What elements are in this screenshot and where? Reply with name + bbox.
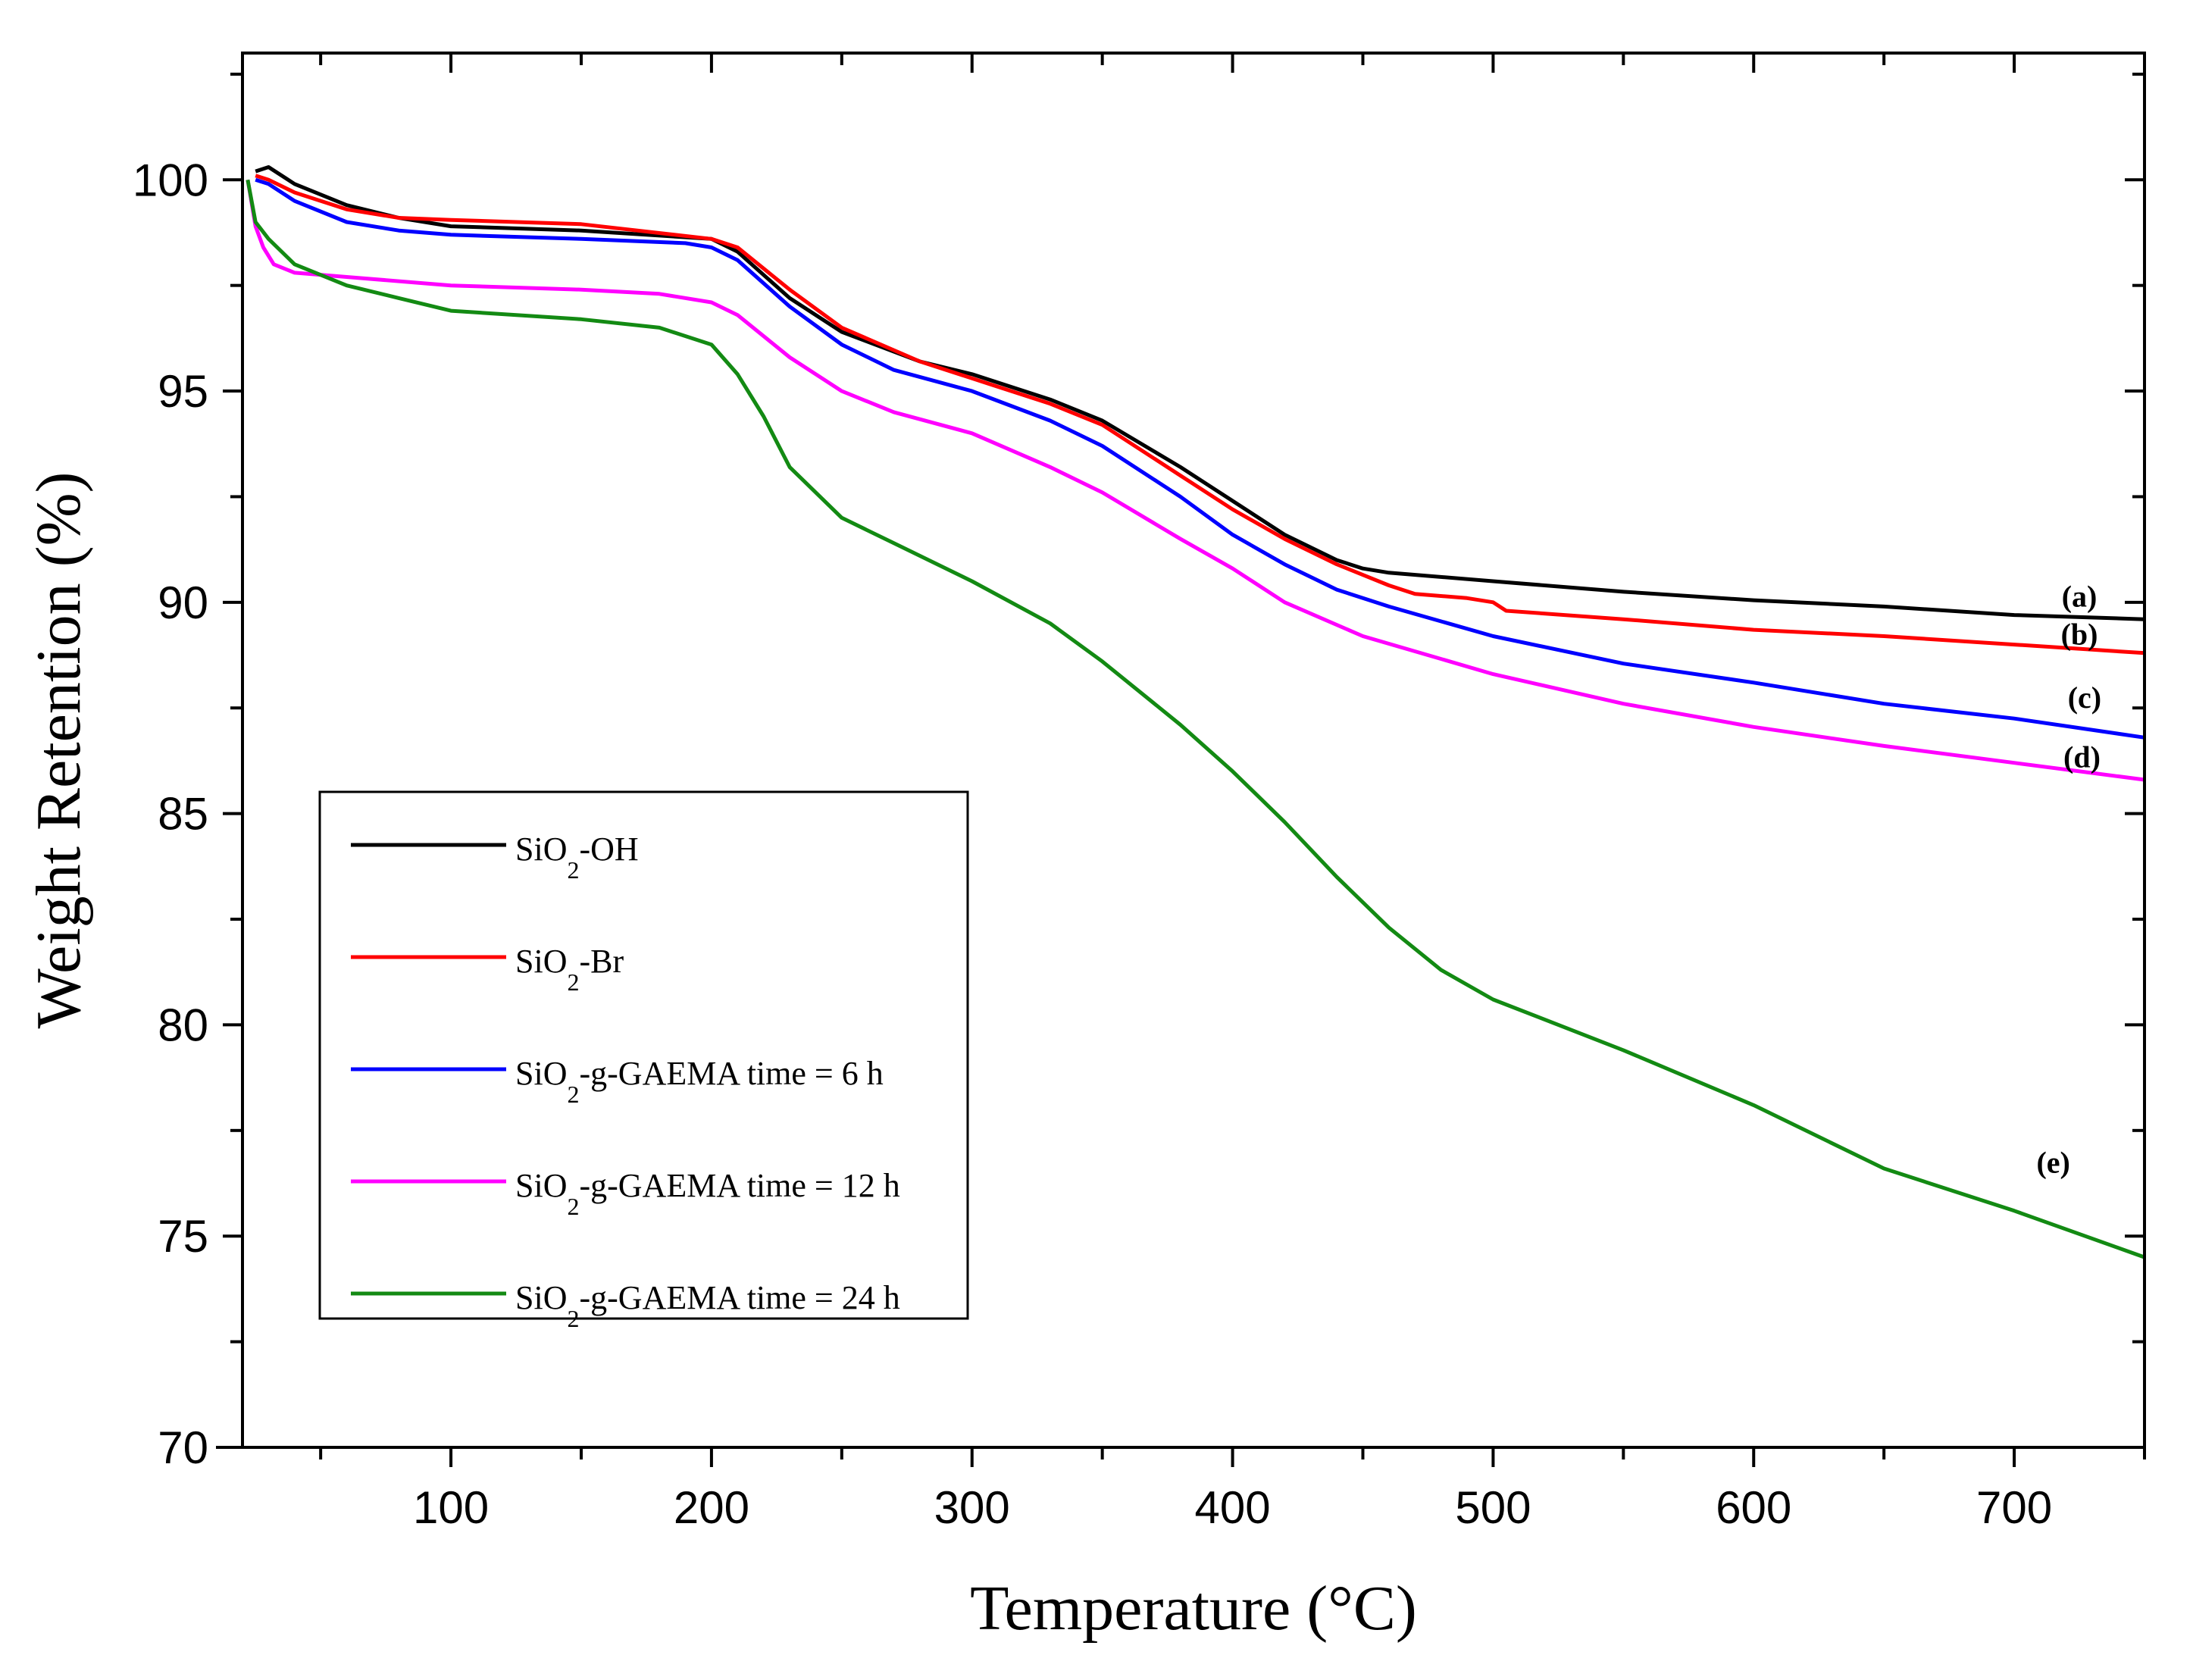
legend-entry-label: SiO2-OH [515, 831, 639, 884]
legend-entry-label: SiO2-Br [515, 943, 624, 996]
series-line-1 [255, 165, 2145, 621]
y-tick-label: 100 [133, 155, 208, 205]
legend-entry-label: SiO2-g-GAEMA time = 24 h [515, 1279, 900, 1332]
legend-entry-label: SiO2-g-GAEMA time = 12 h [515, 1167, 900, 1220]
curve-label: (c) [2068, 680, 2101, 715]
series-line-4 [246, 179, 2145, 782]
y-tick-label: 75 [158, 1211, 208, 1262]
curve-label: (e) [2036, 1146, 2069, 1180]
series-line-5 [246, 179, 2145, 1259]
legend-entry-label: SiO2-g-GAEMA time = 6 h [515, 1055, 884, 1108]
x-tick-label: 700 [1976, 1482, 2052, 1533]
x-tick-label: 300 [934, 1482, 1010, 1533]
x-tick-label: 100 [413, 1482, 489, 1533]
x-tick-label: 500 [1455, 1482, 1531, 1533]
x-axis-title: Temperature (°C) [970, 1573, 1417, 1644]
legend-box [318, 790, 969, 1320]
y-tick-label: 95 [158, 366, 208, 417]
series-line-2 [255, 174, 2145, 655]
y-tick-label: 90 [158, 577, 208, 628]
y-tick-label: 85 [158, 789, 208, 840]
y-tick-label: 70 [158, 1422, 208, 1473]
y-tick-label: 80 [158, 1000, 208, 1050]
curve-label: (a) [2062, 579, 2098, 613]
plot-frame [241, 52, 2146, 1449]
y-axis-title: Weight Retention (%) [23, 471, 94, 1028]
series-line-3 [255, 177, 2145, 740]
x-tick-label: 400 [1195, 1482, 1271, 1533]
curve-label-layer: (a) (b) (c) (d) (e) [2036, 579, 2101, 1179]
curve-label: (b) [2061, 618, 2098, 652]
x-tick-label: 600 [1716, 1482, 1791, 1533]
tick-layer: 100 200 300 400 500 600 700 70 75 80 85 90 95 100 [133, 53, 2146, 1533]
x-tick-label: 200 [674, 1482, 749, 1533]
series-layer [246, 165, 2145, 1259]
curve-label: (d) [2063, 740, 2101, 774]
legend: SiO2-OH SiO2-Br SiO2-g-GAEMA time = 6 h SiO… [318, 790, 969, 1332]
